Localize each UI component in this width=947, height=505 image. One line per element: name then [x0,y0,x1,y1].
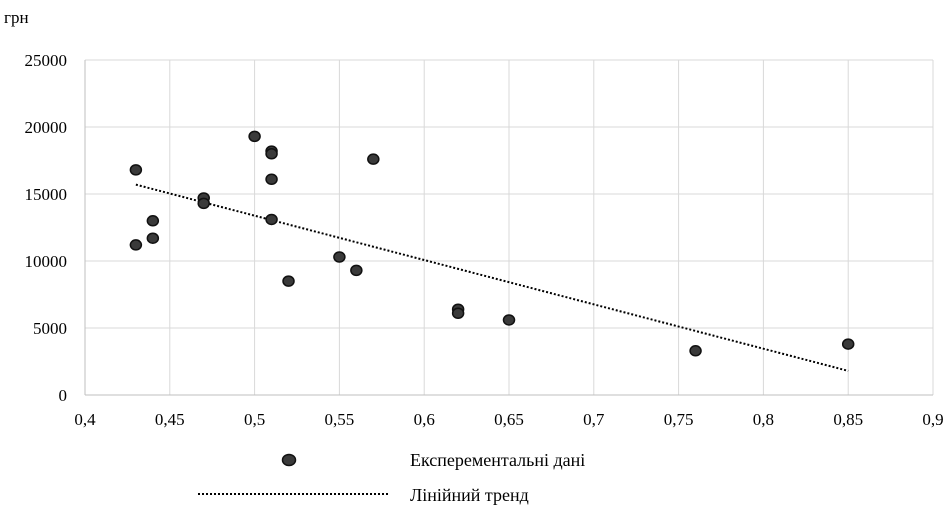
y-tick-label: 5000 [33,319,67,338]
y-tick-labels: 0 5000 10000 15000 20000 25000 [25,51,68,405]
data-point [333,251,346,263]
x-tick-label: 0,9 [922,410,943,429]
data-point [350,264,363,277]
trend-line [135,183,849,372]
y-tick-label: 25000 [25,51,68,70]
axes [84,60,933,396]
y-tick-label: 15000 [25,185,68,204]
trend-line-series [135,183,849,372]
x-tick-label: 0,45 [155,410,185,429]
legend-marker-points [281,453,297,467]
x-tick-label: 0,75 [664,410,694,429]
x-tick-label: 0,7 [583,410,605,429]
data-point [282,275,295,287]
data-point [265,173,278,186]
y-tick-label: 20000 [25,118,68,137]
x-tick-labels: 0,4 0,45 0,5 0,55 0,6 0,65 0,7 0,75 0,8 0,85 0,9 [74,410,943,429]
x-tick-label: 0,85 [833,410,863,429]
x-tick-label: 0,4 [74,410,96,429]
data-point [146,232,160,244]
data-points-series [129,130,855,357]
x-tick-label: 0,8 [753,410,774,429]
y-axis-unit-label: грн [4,8,29,27]
data-point [367,153,380,165]
x-tick-label: 0,55 [325,410,355,429]
x-tick-label: 0,65 [494,410,524,429]
y-tick-label: 10000 [25,252,68,271]
data-point [129,164,143,176]
data-point [197,197,210,210]
data-point [451,307,465,320]
data-point [502,314,516,326]
legend-label-points: Експерементальні дані [410,450,585,470]
grid-lines [85,59,934,395]
data-point [689,345,702,357]
x-tick-label: 0,5 [244,410,265,429]
x-tick-label: 0,6 [414,410,435,429]
data-point [841,338,855,350]
y-tick-label: 0 [59,386,68,405]
legend-label-trend: Лінійний тренд [410,485,529,505]
data-point [265,148,278,160]
data-point [146,215,160,227]
legend: Експерементальні дані Лінійний тренд [198,450,585,505]
data-point [129,239,143,251]
data-point [248,130,261,143]
data-point [265,213,278,226]
